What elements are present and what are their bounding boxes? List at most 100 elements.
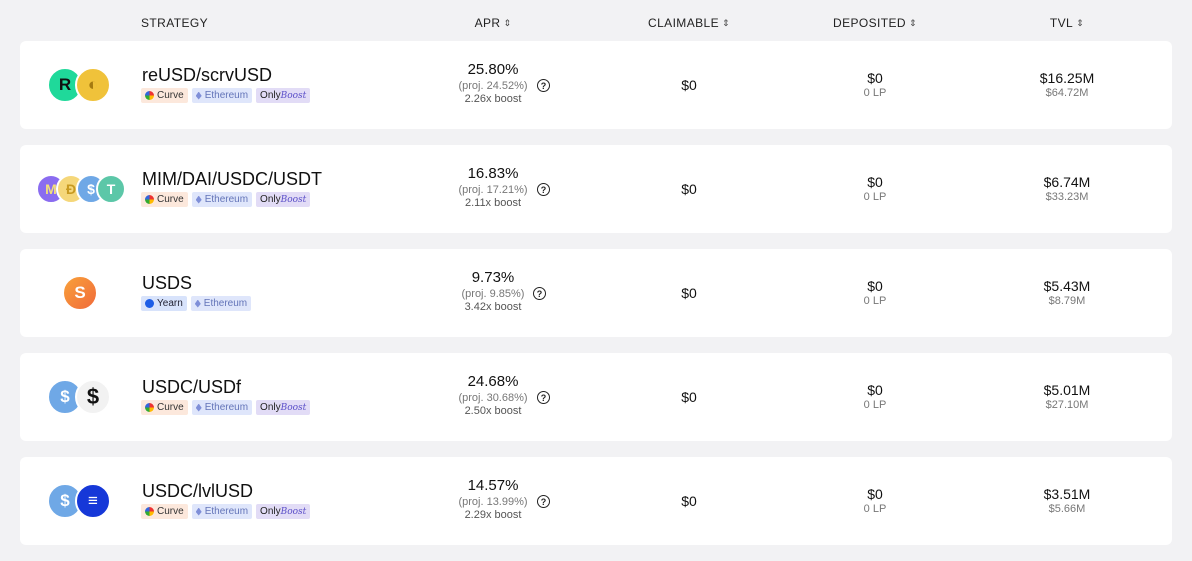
lvlusd-token-icon: ≡ <box>75 483 111 519</box>
apr-cell: 25.80% (proj. 24.52%) 2.26x boost <box>438 41 548 105</box>
help-icon[interactable]: ? <box>537 183 550 196</box>
curve-tag: Curve <box>141 88 188 103</box>
apr-boost: 2.29x boost <box>464 509 522 521</box>
strategy-row[interactable]: $ ≡ USDC/lvlUSD Curve Ethereum Only Boost… <box>20 457 1172 545</box>
tvl-value: $5.43M <box>1043 278 1091 294</box>
strategy-row[interactable]: M Ð $ T MIM/DAI/USDC/USDT Curve Ethereum… <box>20 145 1172 233</box>
help-icon[interactable]: ? <box>537 391 550 404</box>
tvl-sub-value: $33.23M <box>1045 191 1089 203</box>
curve-tag: Curve <box>141 400 188 415</box>
curve-tag-label: Curve <box>157 194 184 205</box>
tvl-cell: $16.25M $64.72M <box>1012 41 1122 99</box>
sort-icon[interactable]: ⇕ <box>722 18 730 28</box>
sort-icon[interactable]: ⇕ <box>1076 18 1085 28</box>
strategy-tags: Yearn Ethereum <box>141 296 252 311</box>
usdf-token-icon: $ <box>75 379 111 415</box>
strategy-tags: Curve Ethereum Only Boost <box>141 88 311 103</box>
apr-cell: 9.73% (proj. 9.85%) 3.42x boost <box>438 249 548 313</box>
help-icon[interactable]: ? <box>533 287 546 300</box>
column-header-apr-label: APR <box>474 16 501 30</box>
apr-boost: 2.50x boost <box>464 405 522 417</box>
column-header-deposited-label: DEPOSITED <box>833 16 906 30</box>
strategy-row[interactable]: $ $ USDC/USDf Curve Ethereum Only Boost 2… <box>20 353 1172 441</box>
tvl-value: $6.74M <box>1043 174 1091 190</box>
deposited-lp: 0 LP <box>863 295 887 307</box>
apr-projected: (proj. 17.21%) <box>458 184 528 196</box>
apr-value: 16.83% <box>467 165 519 182</box>
only-boost-tag: Only Boost <box>256 192 311 207</box>
ethereum-icon <box>195 91 202 100</box>
column-header-deposited[interactable]: DEPOSITED ⇕ <box>820 16 930 30</box>
ethereum-tag: Ethereum <box>191 192 253 207</box>
only-boost-tag: Only Boost <box>256 400 311 415</box>
deposited-lp: 0 LP <box>863 191 887 203</box>
apr-cell: 14.57% (proj. 13.99%) 2.29x boost <box>438 457 548 521</box>
apr-value: 9.73% <box>471 269 515 286</box>
strategy-tags: Curve Ethereum Only Boost <box>141 504 311 519</box>
tvl-cell: $6.74M $33.23M <box>1012 145 1122 203</box>
ethereum-icon <box>194 299 201 308</box>
apr-projected: (proj. 30.68%) <box>458 392 528 404</box>
strategy-tags: Curve Ethereum Only Boost <box>141 400 311 415</box>
help-icon[interactable]: ? <box>537 495 550 508</box>
apr-projected: (proj. 13.99%) <box>458 496 528 508</box>
column-header-tvl[interactable]: TVL ⇕ <box>1012 16 1122 30</box>
curve-icon <box>145 507 154 516</box>
boost-label: Boost <box>280 506 307 517</box>
boost-label: Boost <box>280 90 307 101</box>
strategy-name: USDC/lvlUSD <box>142 481 254 501</box>
column-header-strategy: STRATEGY <box>141 16 208 30</box>
column-header-tvl-label: TVL <box>1049 16 1074 30</box>
ethereum-tag-label: Ethereum <box>203 298 248 309</box>
deposited-cell: $0 0 LP <box>820 249 930 307</box>
deposited-value: $0 <box>867 174 883 190</box>
strategy-tags: Curve Ethereum Only Boost <box>141 192 311 207</box>
curve-icon <box>145 91 154 100</box>
strategy-row[interactable]: R ◐ reUSD/scrvUSD Curve Ethereum Only Boo… <box>20 41 1172 129</box>
tvl-sub-value: $64.72M <box>1045 87 1089 99</box>
ethereum-icon <box>195 195 202 204</box>
claimable-value: $0 <box>681 181 697 197</box>
only-boost-tag: Only Boost <box>256 504 311 519</box>
ethereum-tag: Ethereum <box>191 400 253 415</box>
tvl-sub-value: $8.79M <box>1048 295 1086 307</box>
scrvusd-token-icon: ◐ <box>75 67 111 103</box>
claimable-value: $0 <box>681 285 697 301</box>
apr-value: 24.68% <box>467 373 519 390</box>
yearn-tag-label: Yearn <box>157 298 183 309</box>
ethereum-tag-label: Ethereum <box>204 506 249 517</box>
tvl-cell: $3.51M $5.66M <box>1012 457 1122 515</box>
curve-tag-label: Curve <box>157 90 184 101</box>
curve-tag-label: Curve <box>157 402 184 413</box>
apr-boost: 2.26x boost <box>464 93 522 105</box>
help-icon[interactable]: ? <box>537 79 550 92</box>
deposited-lp: 0 LP <box>863 87 887 99</box>
only-label: Only <box>260 506 281 517</box>
deposited-value: $0 <box>867 486 883 502</box>
curve-icon <box>145 403 154 412</box>
column-header-claimable[interactable]: CLAIMABLE ⇕ <box>634 16 744 30</box>
only-label: Only <box>260 194 281 205</box>
apr-cell: 16.83% (proj. 17.21%) 2.11x boost <box>438 145 548 209</box>
only-label: Only <box>260 402 281 413</box>
claimable-value: $0 <box>681 77 697 93</box>
usdt-token-icon: T <box>96 174 126 204</box>
ethereum-icon <box>195 403 202 412</box>
deposited-cell: $0 0 LP <box>820 353 930 411</box>
apr-projected: (proj. 9.85%) <box>461 288 525 300</box>
apr-cell: 24.68% (proj. 30.68%) 2.50x boost <box>438 353 548 417</box>
column-header-apr[interactable]: APR ⇕ <box>438 16 548 30</box>
tvl-cell: $5.43M $8.79M <box>1012 249 1122 307</box>
tvl-value: $3.51M <box>1043 486 1091 502</box>
sort-icon[interactable]: ⇕ <box>503 18 512 28</box>
ethereum-tag: Ethereum <box>190 296 252 311</box>
claimable-value: $0 <box>681 389 697 405</box>
ethereum-tag-label: Ethereum <box>204 402 249 413</box>
strategy-row[interactable]: S USDS Yearn Ethereum 9.73% (proj. 9.85%… <box>20 249 1172 337</box>
sort-icon[interactable]: ⇕ <box>909 18 917 28</box>
apr-boost: 3.42x boost <box>464 301 522 313</box>
apr-boost: 2.11x boost <box>464 197 522 209</box>
deposited-value: $0 <box>867 70 883 86</box>
boost-label: Boost <box>280 402 307 413</box>
boost-label: Boost <box>280 194 307 205</box>
